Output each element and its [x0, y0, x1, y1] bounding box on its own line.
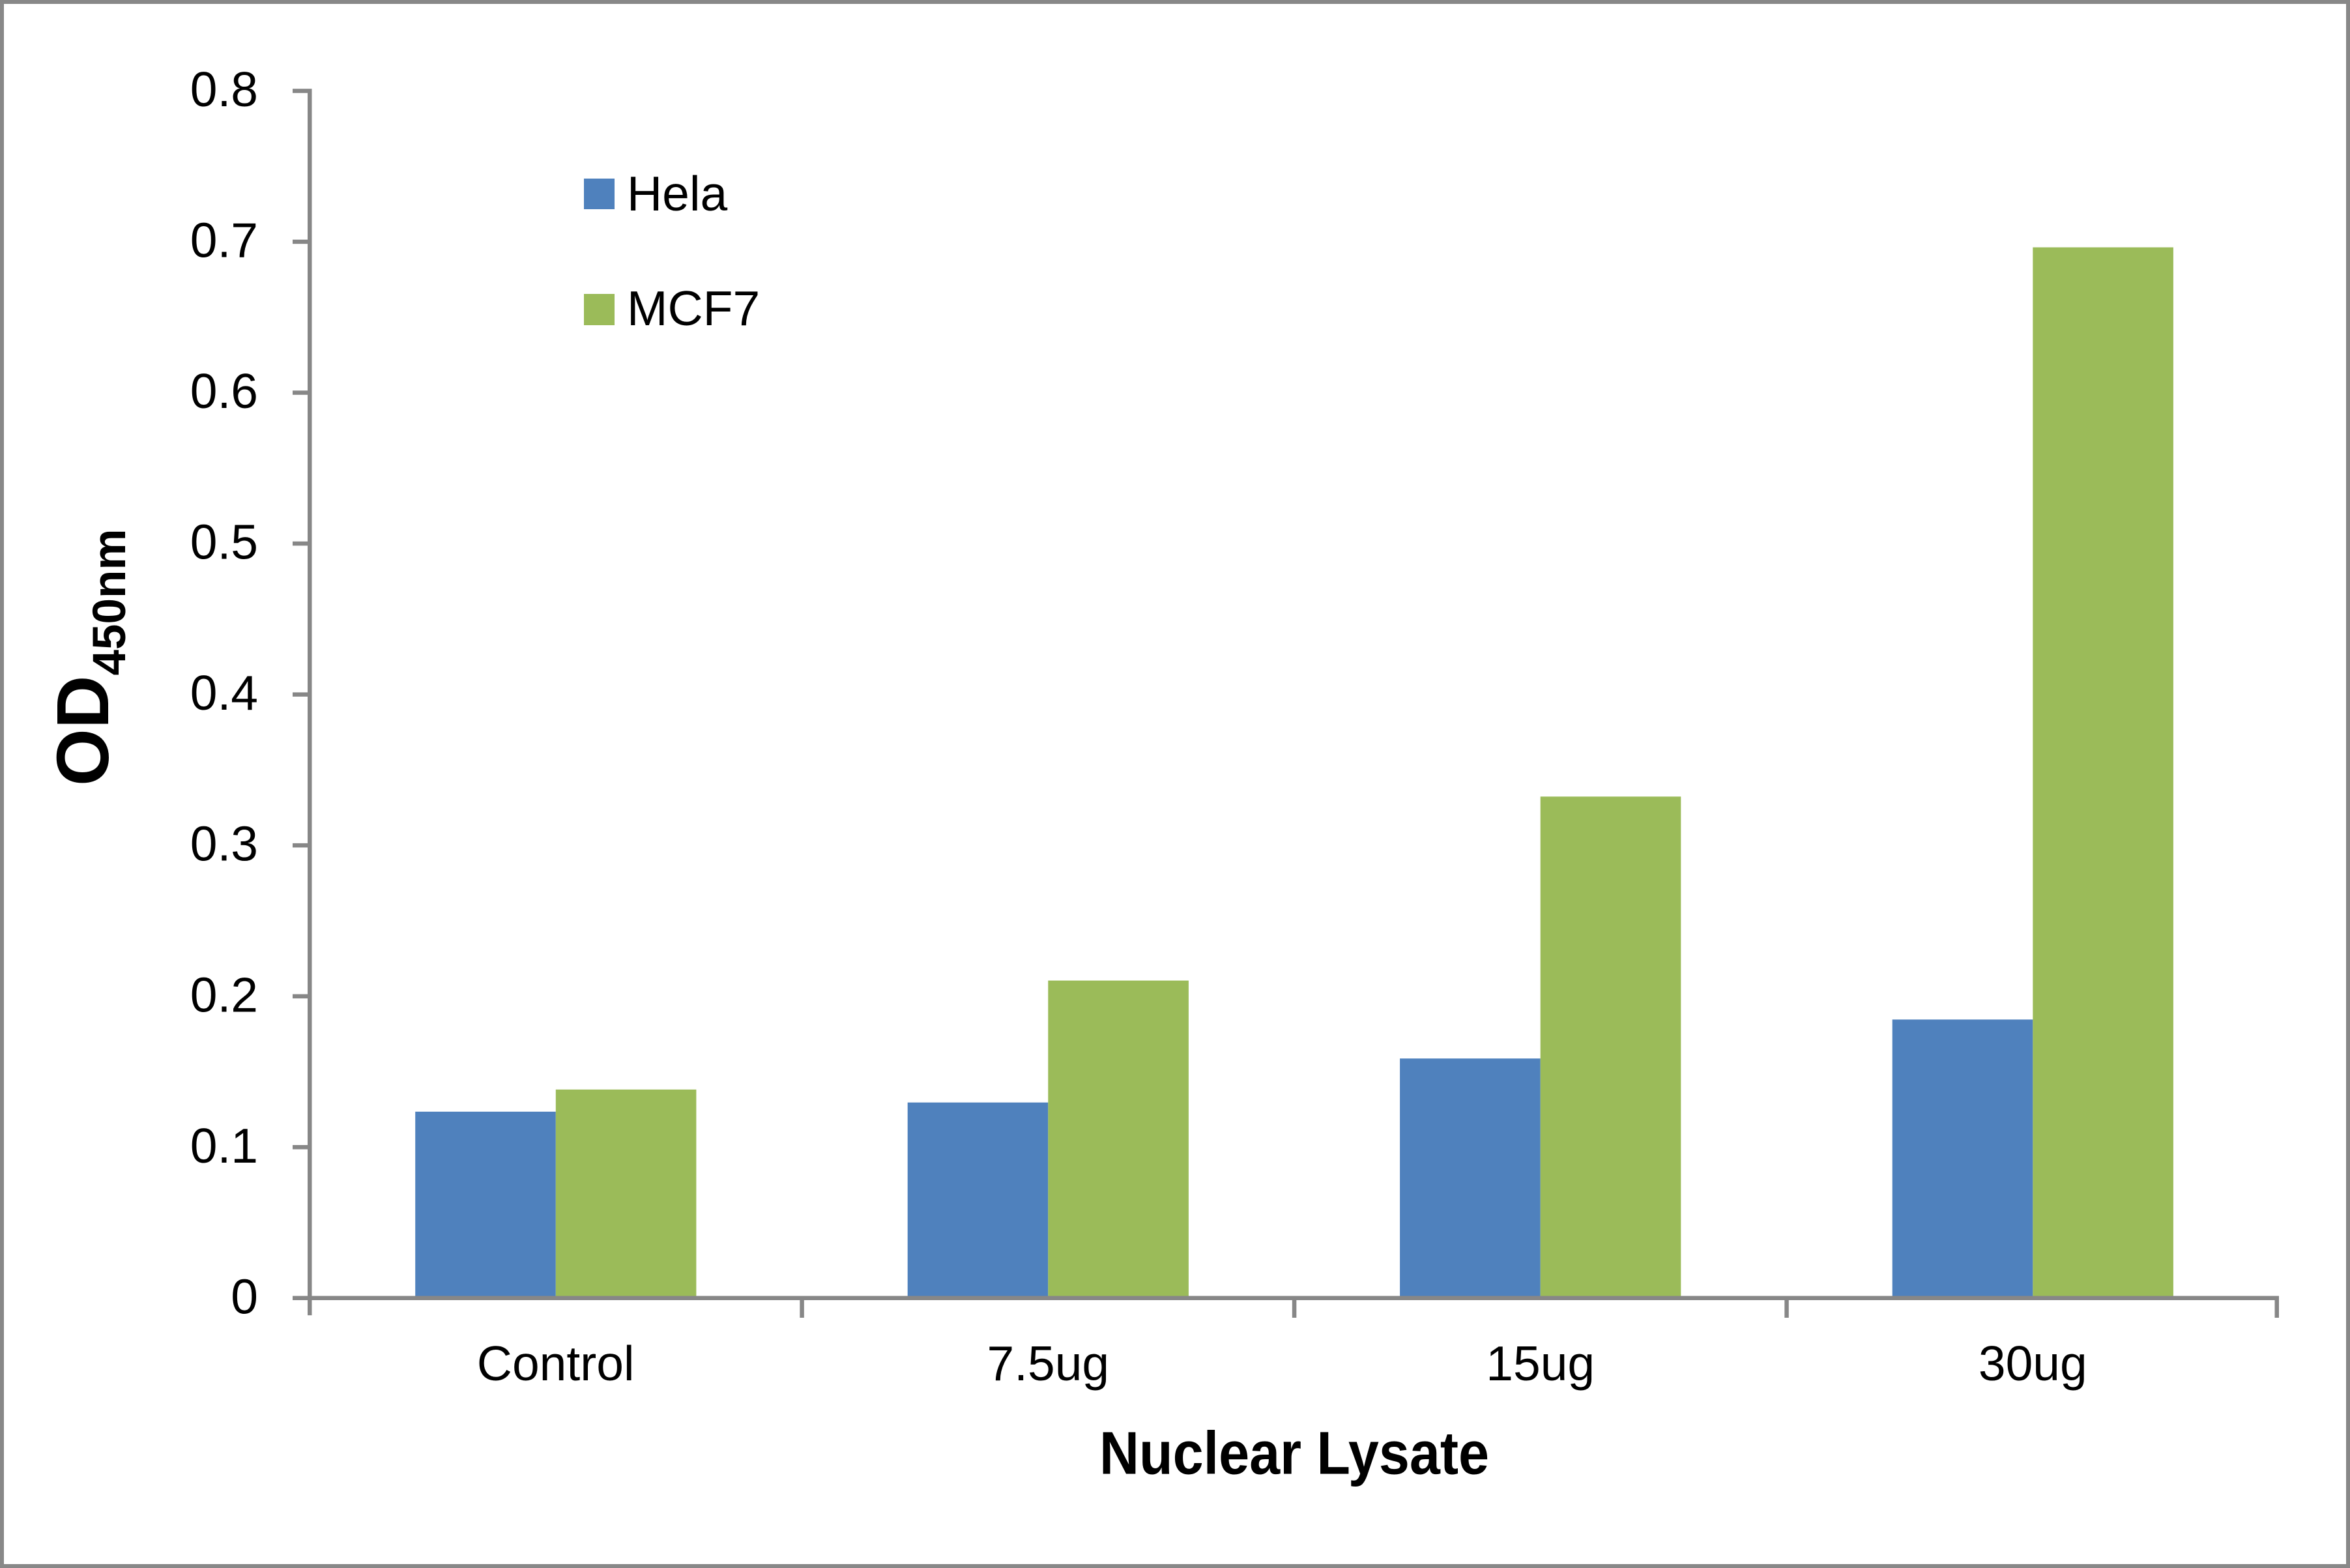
svg-text:Control: Control: [477, 1336, 635, 1391]
svg-text:Hela: Hela: [627, 166, 728, 221]
svg-text:0.3: 0.3: [190, 817, 258, 871]
svg-text:7.5ug: 7.5ug: [987, 1336, 1109, 1391]
svg-text:0.4: 0.4: [190, 665, 258, 720]
svg-text:0.8: 0.8: [190, 62, 258, 117]
svg-text:15ug: 15ug: [1486, 1336, 1595, 1391]
svg-text:0: 0: [231, 1269, 258, 1324]
svg-text:0.1: 0.1: [190, 1118, 258, 1173]
svg-text:Nuclear Lysate: Nuclear Lysate: [1099, 1419, 1489, 1487]
svg-text:0.6: 0.6: [190, 364, 258, 418]
svg-text:0.7: 0.7: [190, 213, 258, 268]
svg-text:0.5: 0.5: [190, 515, 258, 570]
svg-text:30ug: 30ug: [1979, 1336, 2087, 1391]
svg-text:MCF7: MCF7: [627, 281, 760, 336]
svg-text:0.2: 0.2: [190, 967, 258, 1022]
